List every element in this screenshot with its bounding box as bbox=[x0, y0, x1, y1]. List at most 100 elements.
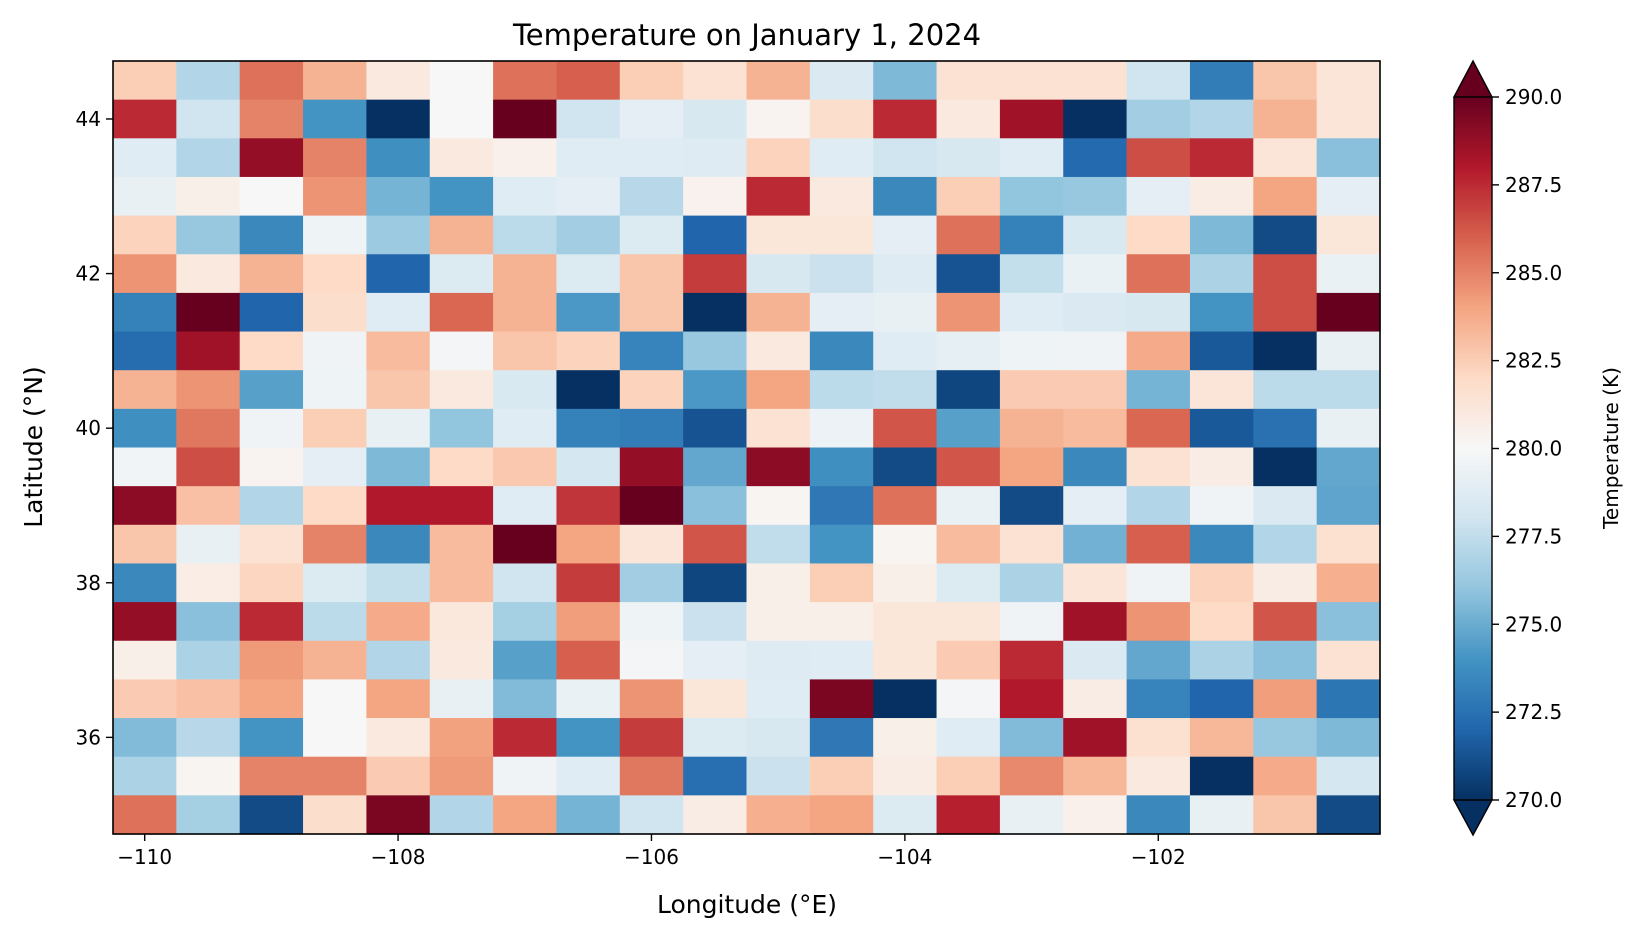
heatmap-cell bbox=[683, 370, 748, 410]
heatmap-cell bbox=[619, 176, 684, 217]
colorbar-gradient bbox=[1454, 97, 1492, 800]
heatmap-cell bbox=[556, 215, 621, 255]
heatmap-cell bbox=[1189, 640, 1254, 680]
heatmap-cell bbox=[429, 563, 494, 603]
heatmap-cell bbox=[429, 718, 494, 758]
heatmap-cell bbox=[746, 99, 811, 139]
heatmap-cell bbox=[873, 756, 938, 796]
heatmap-cell bbox=[999, 602, 1064, 642]
heatmap-cell bbox=[746, 292, 811, 333]
heatmap-cell bbox=[683, 138, 748, 178]
heatmap-cell bbox=[999, 524, 1064, 565]
heatmap-cell bbox=[809, 370, 874, 410]
heatmap-cell bbox=[113, 718, 177, 758]
heatmap-cell bbox=[239, 563, 304, 603]
heatmap-cell bbox=[683, 718, 748, 758]
heatmap-cell bbox=[239, 486, 304, 526]
heatmap-cell bbox=[176, 99, 241, 139]
heatmap-cell bbox=[366, 756, 431, 796]
heatmap-cell bbox=[1063, 795, 1128, 835]
heatmap-cell bbox=[429, 795, 494, 835]
heatmap-cell bbox=[176, 447, 241, 487]
heatmap-cell bbox=[239, 61, 304, 101]
heatmap-cell bbox=[809, 138, 874, 178]
heatmap-cell bbox=[1063, 215, 1128, 255]
heatmap-cell bbox=[1063, 718, 1128, 758]
heatmap-cell bbox=[1316, 640, 1381, 680]
heatmap-cell bbox=[873, 138, 938, 178]
heatmap-cell bbox=[746, 640, 811, 680]
heatmap-cell bbox=[1253, 138, 1318, 178]
heatmap-cell bbox=[1063, 370, 1128, 410]
heatmap-cell bbox=[556, 254, 621, 294]
heatmap-cell bbox=[1316, 370, 1381, 410]
heatmap-cell bbox=[1063, 679, 1128, 719]
heatmap-cell bbox=[556, 292, 621, 333]
heatmap-cell bbox=[936, 679, 1001, 719]
heatmap-cell bbox=[429, 176, 494, 217]
heatmap-cell bbox=[113, 524, 177, 565]
heatmap-cell bbox=[683, 331, 748, 371]
heatmap-cell bbox=[619, 99, 684, 139]
heatmap-cell bbox=[873, 215, 938, 255]
heatmap-cell bbox=[303, 99, 367, 139]
heatmap-cell bbox=[1126, 331, 1191, 371]
heatmap-cell bbox=[999, 292, 1064, 333]
heatmap-cell bbox=[936, 138, 1001, 178]
heatmap-cell bbox=[176, 176, 241, 217]
heatmap-cell bbox=[366, 795, 431, 835]
heatmap-cell bbox=[493, 679, 558, 719]
heatmap-cell bbox=[303, 718, 367, 758]
heatmap-cell bbox=[366, 524, 431, 565]
heatmap-cell bbox=[936, 640, 1001, 680]
heatmap-cell bbox=[556, 408, 621, 449]
heatmap-cell bbox=[619, 640, 684, 680]
heatmap-cell bbox=[1063, 640, 1128, 680]
heatmap-cell bbox=[1063, 254, 1128, 294]
heatmap-cell bbox=[303, 795, 367, 835]
heatmap-cell bbox=[683, 640, 748, 680]
colorbar-tick-label: 272.5 bbox=[1505, 700, 1562, 724]
heatmap-cell bbox=[303, 331, 367, 371]
heatmap-cell bbox=[746, 215, 811, 255]
heatmap-cell bbox=[1063, 292, 1128, 333]
heatmap-cell bbox=[1063, 138, 1128, 178]
heatmap-cell bbox=[493, 99, 558, 139]
heatmap-cell bbox=[1253, 640, 1318, 680]
y-axis: 36 38 40 42 44 bbox=[76, 107, 113, 749]
heatmap-cell bbox=[303, 176, 367, 217]
heatmap-cell bbox=[556, 447, 621, 487]
heatmap-cell bbox=[683, 486, 748, 526]
colorbar-extend-max bbox=[1452, 59, 1494, 98]
heatmap-cell bbox=[1253, 602, 1318, 642]
heatmap-cell bbox=[873, 563, 938, 603]
heatmap-cell bbox=[1126, 408, 1191, 449]
heatmap-cell bbox=[1253, 215, 1318, 255]
heatmap-cell bbox=[999, 486, 1064, 526]
heatmap-cell bbox=[1189, 563, 1254, 603]
heatmap-cell bbox=[1316, 331, 1381, 371]
heatmap-cell bbox=[366, 292, 431, 333]
heatmap-cell bbox=[1189, 292, 1254, 333]
heatmap-cell bbox=[113, 486, 177, 526]
heatmap-cell bbox=[493, 756, 558, 796]
heatmap-cell bbox=[366, 486, 431, 526]
heatmap-cell bbox=[303, 370, 367, 410]
heatmap-cell bbox=[873, 718, 938, 758]
heatmap-cell bbox=[493, 408, 558, 449]
heatmap-cell bbox=[429, 408, 494, 449]
heatmap-cell bbox=[303, 524, 367, 565]
heatmap-cell bbox=[809, 99, 874, 139]
heatmap-cell bbox=[1126, 718, 1191, 758]
heatmap-cell bbox=[556, 640, 621, 680]
heatmap-cell bbox=[239, 292, 304, 333]
heatmap-cell bbox=[873, 447, 938, 487]
heatmap-cell bbox=[1189, 61, 1254, 101]
heatmap-cell bbox=[999, 563, 1064, 603]
heatmap-cell bbox=[239, 254, 304, 294]
heatmap-cell bbox=[239, 370, 304, 410]
heatmap-cell bbox=[366, 138, 431, 178]
heatmap-cell bbox=[493, 718, 558, 758]
heatmap-cell bbox=[176, 215, 241, 255]
heatmap-cell bbox=[113, 563, 177, 603]
